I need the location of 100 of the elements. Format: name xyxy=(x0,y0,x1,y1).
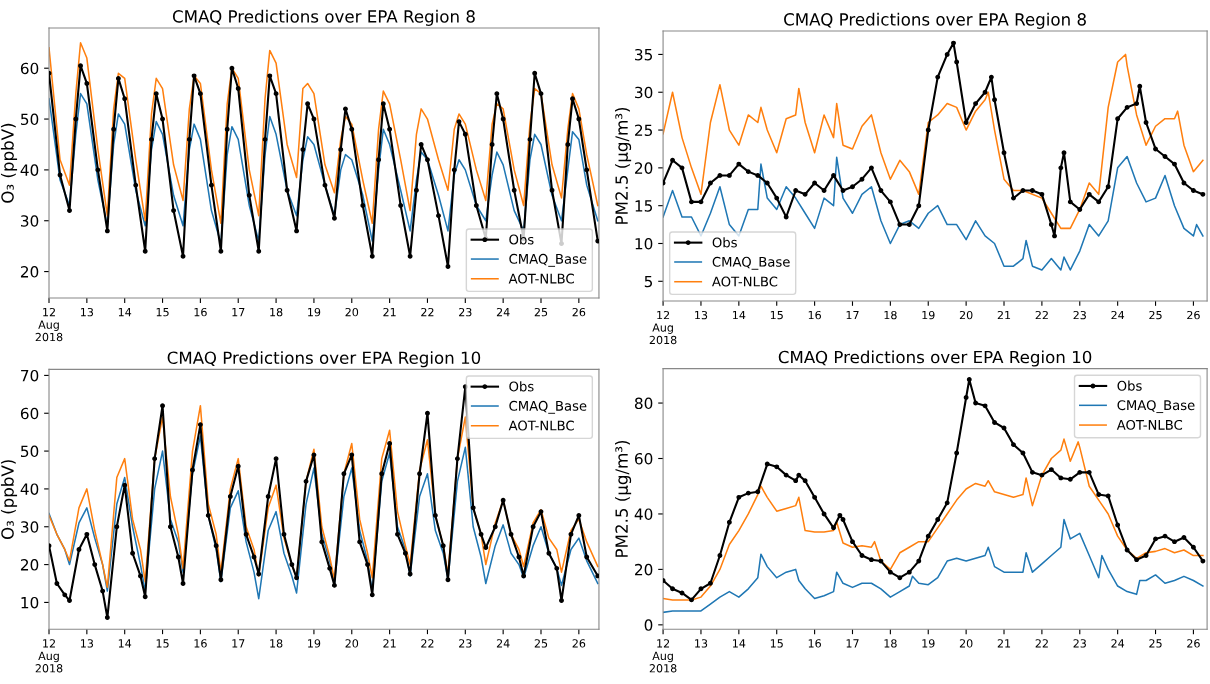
x-tick-label: 25 xyxy=(1149,310,1162,320)
x-tick-label: 23 xyxy=(459,639,472,648)
x-tick-label: 16 xyxy=(808,310,821,320)
y-tick-label: 50 xyxy=(21,113,39,126)
x-tick-label: 13 xyxy=(81,639,94,648)
x-tick-label: 22 xyxy=(1035,639,1048,648)
x-tick-label: 17 xyxy=(846,311,859,320)
y-tick-label: 30 xyxy=(21,215,39,227)
x-tick-label: 24 xyxy=(1111,310,1125,320)
x-tick-label: 16 xyxy=(808,639,821,648)
legend-label: CMAQ_Base xyxy=(712,256,790,270)
x-tick-label: 23 xyxy=(1073,310,1086,320)
y-tick-label: 35 xyxy=(635,48,653,61)
x-tick-label: 22 xyxy=(421,307,434,317)
legend-label: Obs xyxy=(509,234,534,245)
y-tick-label: 40 xyxy=(20,164,39,176)
line-series xyxy=(49,42,599,225)
y-tick-label: 10 xyxy=(635,237,653,250)
y-tick-label: 60 xyxy=(20,407,39,420)
x-tick-label: 15 xyxy=(156,639,169,648)
x-tick-label: 18 xyxy=(270,639,283,648)
x-tick-label: 21 xyxy=(383,639,396,648)
y-tick-label: 80 xyxy=(634,397,653,410)
x-tick-label: 18 xyxy=(884,310,897,320)
line-series xyxy=(663,438,1204,601)
x-tick-label: 25 xyxy=(1149,639,1162,648)
chart-title: CMAQ Predictions over EPA Region 10 xyxy=(778,350,1092,367)
y-tick-label: 40 xyxy=(634,508,653,520)
y-tick-label: 60 xyxy=(634,452,653,465)
y-axis-title: PM2.5 (μg/m³) xyxy=(615,440,632,557)
y-tick-label: 30 xyxy=(635,86,653,99)
y-axis-title: O₃ (ppbV) xyxy=(0,123,18,203)
x-tick-label: 14 xyxy=(118,308,132,317)
y-tick-label: 30 xyxy=(21,521,39,533)
y-axis-title: PM2.5 (μg/m³) xyxy=(615,107,632,224)
x-tick-label: 26 xyxy=(1187,310,1200,320)
y-axis-title: O₃ (ppbV) xyxy=(0,460,18,540)
x-tick-label: 16 xyxy=(194,307,207,317)
legend-label: CMAQ_Base xyxy=(509,400,587,414)
x-tick-label: 15 xyxy=(770,311,783,320)
x-tick-label: 13 xyxy=(695,639,708,648)
y-tick-label: 20 xyxy=(635,162,653,174)
x-tick-label: 21 xyxy=(997,639,1011,648)
x-tick-label: 22 xyxy=(421,639,434,648)
legend-label: CMAQ_Base xyxy=(509,253,587,267)
y-tick-label: 5 xyxy=(644,275,653,288)
x-tick-label: 21 xyxy=(383,307,396,317)
y-tick-label: 20 xyxy=(20,266,39,278)
legend-label: Obs xyxy=(509,381,534,392)
x-tick-label: 20 xyxy=(959,639,973,648)
x-tick-label: 23 xyxy=(459,307,472,317)
chart-title: CMAQ Predictions over EPA Region 8 xyxy=(172,9,475,26)
x-tick-label: 17 xyxy=(846,639,859,648)
line-series xyxy=(663,155,1204,271)
line-series xyxy=(663,518,1204,614)
x-tick-label: 12 Aug 2018 xyxy=(35,307,63,342)
y-tick-label: 20 xyxy=(20,559,39,571)
legend-label: AOT-NLBC xyxy=(712,276,778,287)
x-tick-label: 21 xyxy=(997,310,1011,320)
x-tick-label: 19 xyxy=(922,310,935,320)
y-tick-label: 50 xyxy=(21,445,39,458)
x-tick-label: 15 xyxy=(770,639,783,648)
legend-label: Obs xyxy=(1117,380,1142,391)
legend-label: AOT-NLBC xyxy=(508,273,574,284)
x-tick-label: 18 xyxy=(884,639,897,648)
x-tick-label: 20 xyxy=(959,310,973,320)
y-tick-label: 0 xyxy=(644,619,653,631)
x-tick-label: 13 xyxy=(81,307,94,317)
x-tick-label: 20 xyxy=(345,639,359,648)
x-tick-label: 25 xyxy=(534,639,548,648)
x-tick-label: 12 Aug 2018 xyxy=(35,639,63,673)
x-tick-label: 12 Aug 2018 xyxy=(649,639,677,673)
x-tick-label: 26 xyxy=(572,307,586,317)
legend-label: AOT-NLBC xyxy=(1116,419,1183,430)
x-tick-label: 26 xyxy=(1187,639,1200,648)
legend-label: CMAQ_Base xyxy=(1117,400,1195,414)
x-tick-label: 16 xyxy=(194,639,207,648)
x-tick-label: 19 xyxy=(308,307,321,317)
x-tick-label: 14 xyxy=(732,311,746,320)
x-tick-label: 19 xyxy=(308,639,321,648)
x-tick-label: 12 Aug 2018 xyxy=(649,310,677,345)
x-tick-label: 19 xyxy=(922,639,935,648)
x-tick-label: 24 xyxy=(496,307,510,317)
y-tick-label: 15 xyxy=(635,200,653,212)
x-tick-label: 25 xyxy=(534,307,548,317)
x-tick-label: 13 xyxy=(695,310,708,320)
x-tick-label: 15 xyxy=(156,308,169,317)
y-tick-label: 70 xyxy=(21,369,39,382)
x-tick-label: 17 xyxy=(232,639,245,648)
x-tick-label: 24 xyxy=(1111,639,1125,648)
x-tick-label: 24 xyxy=(496,639,510,648)
y-tick-label: 20 xyxy=(635,563,653,576)
x-tick-label: 20 xyxy=(345,307,359,317)
x-tick-label: 18 xyxy=(270,307,283,317)
x-tick-label: 14 xyxy=(732,639,746,648)
x-tick-label: 17 xyxy=(232,308,245,317)
chart-title: CMAQ Predictions over EPA Region 8 xyxy=(784,12,1086,29)
legend-label: Obs xyxy=(712,237,737,248)
y-tick-label: 60 xyxy=(20,62,39,75)
y-tick-label: 10 xyxy=(21,596,39,609)
